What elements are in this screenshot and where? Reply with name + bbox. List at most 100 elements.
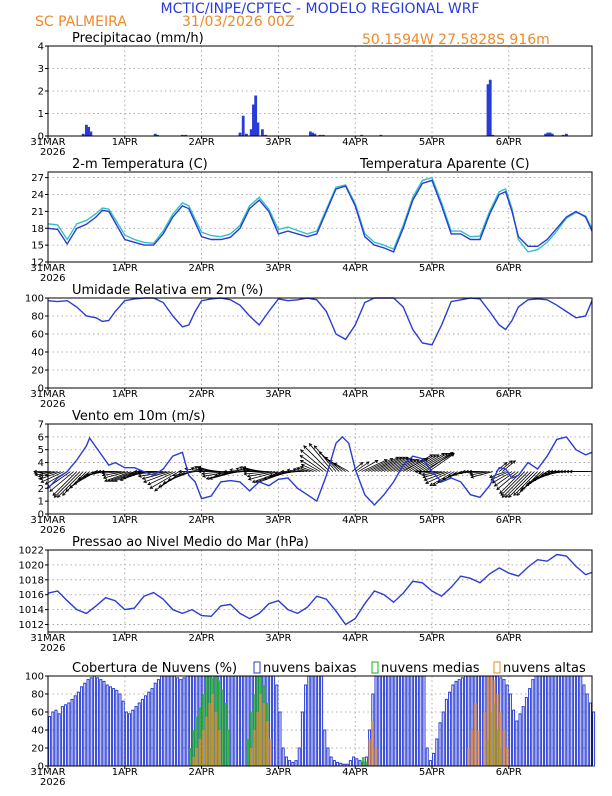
wind-vector-head [299,455,304,459]
y-tick-label: 24 [31,190,44,201]
wind-vector-head [229,468,233,472]
cloud-mid-bar [195,716,199,766]
wind-vector-head [444,452,449,457]
wind-vector-head [503,462,508,466]
precip-bar [85,124,88,136]
y-tick-label: 0 [38,762,44,773]
y-tick-label: 2 [38,87,44,98]
series-line-temperature [47,179,593,253]
wind-vector-head [534,475,539,480]
series-line-wind [47,435,593,507]
y-tick-label: 18 [31,224,44,235]
cloud-high-bar [493,680,496,766]
wind-vector-head [34,472,39,477]
cloud-high-bar [208,703,211,766]
wind-vector [470,471,490,476]
wind-vector-head [418,471,422,475]
wind-vector [428,453,455,472]
cloud-high-bar [502,730,506,766]
cloud-high-bar [499,712,503,766]
wind-vector [303,445,330,472]
wind-vector-head [299,459,304,464]
wind-vector-head [519,488,524,492]
wind-vector [425,471,452,484]
wind-vector [508,471,535,498]
wind-vector-head [130,471,135,476]
precip-bar [486,84,490,136]
y-tick-label: 0 [38,132,44,143]
y-tick-label: 80 [31,690,44,701]
wind-vector [300,455,324,472]
wind-vector-head [77,476,82,481]
legend-swatch [253,661,261,674]
precip-bar [261,129,264,136]
legend-swatch [371,661,379,674]
wind-vector [334,462,349,472]
x-tick-label: 6APR [496,515,522,526]
wind-vector [248,471,279,480]
cloud-high-bar [249,748,253,766]
wind-vector-head [235,467,240,471]
y-tick-label: 0 [38,384,44,395]
wind-vector-head [359,462,364,466]
wind-vector-head [543,471,547,476]
wind-vector [296,467,311,472]
wind-vector-head [107,478,112,482]
wind-vector-head [101,473,106,477]
wind-vector [419,453,451,472]
wind-vector-head [127,473,132,477]
x-tick-label: 31MAR [30,633,65,644]
y-tick-label: 3 [38,64,44,75]
y-tick-label: 80 [31,312,44,323]
precip-bar [184,134,187,136]
panel-title: Precipitacao (mm/h) [72,31,204,46]
legend-entry: nuvens medias [381,661,480,676]
wind-vector-head [527,480,532,484]
wind-vector-head [458,470,463,475]
wind-vector-head [286,468,291,473]
wind-vector [498,460,513,472]
wind-vector-head [422,475,427,479]
wind-vector-head [308,443,313,447]
wind-vector-head [37,474,42,478]
wind-vector [367,457,399,472]
cloud-mid-bar [227,730,231,766]
wind-vector-head [300,449,304,453]
wind-vector-head [299,465,304,470]
x-tick-label: 2APR [189,633,215,644]
cloud-high-bar [214,712,218,766]
wind-vector-head [568,469,573,474]
wind-vector-head [300,463,305,468]
cloud-high-bar [192,757,195,766]
wind-vector-head [432,454,437,458]
cloud-high-bar [211,694,215,766]
wind-vector-head [85,472,90,477]
panel-title: Umidade Relativa em 2m (%) [72,283,263,298]
precip-bar [360,134,363,136]
wind-vector-head [504,494,509,498]
precip-bar [156,134,159,136]
precip-bar [565,133,568,136]
wind-vector-head [552,469,557,474]
wind-vector-head [49,488,54,492]
wind-vector-head [491,480,496,484]
wind-vector-head [217,471,222,476]
wind-vector-head [432,482,437,486]
wind-vector-head [242,469,247,474]
wind-vector [403,454,433,472]
y-tick-label: 2 [38,484,44,495]
wind-vector-head [40,479,45,483]
wind-vector-head [167,477,172,482]
wind-vector-head [423,477,428,482]
y-tick-label: 20 [31,366,44,377]
wind-vector-head [429,454,434,458]
x-tick-label: 4APR [342,767,368,778]
cloud-high-bar [473,703,477,766]
wind-vector-head [149,485,154,489]
y-tick-label: 1016 [19,590,44,601]
x-tick-year: 2026 [40,777,65,788]
